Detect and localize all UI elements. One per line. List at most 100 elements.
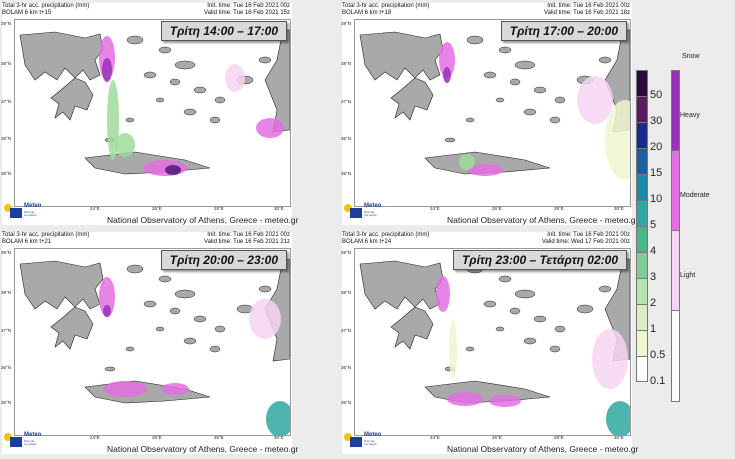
island — [465, 117, 475, 123]
panel-model: BOLAM 6 km t+15 — [2, 10, 52, 16]
island — [554, 325, 566, 333]
island — [209, 116, 221, 124]
island — [495, 326, 505, 332]
precip-area — [443, 67, 451, 83]
meteo-logo: Meteo Όλα για τον καιρό — [344, 431, 384, 451]
lat-label: 39°N — [341, 21, 352, 26]
logo-name: Meteo — [24, 432, 42, 438]
snow-label: Moderate — [680, 192, 710, 199]
island — [509, 78, 521, 86]
island — [174, 289, 196, 299]
island — [183, 337, 197, 345]
panel-header-left: Total 3-hr acc. precipitation (mm) BOLAM … — [342, 3, 429, 17]
init-time: Init. time: Tue 16 Feb 2021 00z — [547, 3, 630, 9]
forecast-panel: Total 3-hr acc. precipitation (mm) BOLAM … — [341, 232, 638, 454]
panel-header-right: Init. time: Tue 16 Feb 2021 00z Valid tim… — [542, 232, 630, 246]
lat-label: 38°N — [341, 290, 352, 295]
precip-area — [256, 118, 284, 138]
precip-area — [447, 392, 483, 406]
panel-model: BOLAM 6 km t+18 — [342, 10, 392, 16]
lat-label: 37°N — [341, 99, 352, 104]
colorbar-label: 15 — [650, 167, 663, 179]
island — [495, 97, 505, 103]
island — [483, 71, 497, 79]
island — [598, 285, 612, 293]
lat-label: 38°N — [1, 290, 12, 295]
sun-icon — [4, 433, 12, 441]
colorbar-segment — [636, 356, 648, 382]
time-window-label: Τρίτη 20:00 – 23:00 — [160, 250, 287, 270]
precip-area — [605, 100, 630, 180]
crete — [84, 380, 211, 404]
lon-label: 26°E — [152, 206, 162, 211]
precip-area — [115, 133, 135, 157]
island — [158, 275, 172, 283]
logo-mark — [350, 208, 362, 218]
valid-time: Valid time: Tue 16 Feb 2021 15z — [204, 10, 290, 16]
lat-label: 39°N — [341, 250, 352, 255]
island — [523, 337, 537, 345]
panel-footer: National Observatory of Athens, Greece -… — [447, 444, 639, 454]
lon-label: 24°E — [90, 435, 100, 440]
panel-header-right: Init. time: Tue 16 Feb 2021 00z Valid tim… — [204, 232, 290, 246]
snow-segment — [671, 310, 680, 402]
island — [169, 78, 181, 86]
precip-map: Τρίτη 23:00 – Τετάρτη 02:00 — [354, 248, 631, 436]
colorbar-label: 0.5 — [650, 349, 666, 361]
colorbar-label: 3 — [650, 271, 657, 283]
island — [598, 56, 612, 64]
island — [125, 117, 135, 123]
colorbar-segment — [636, 122, 648, 148]
panel-header-left: Total 3-hr acc. precipitation (mm) BOLAM … — [2, 3, 89, 17]
precip-map: Τρίτη 17:00 – 20:00 — [354, 19, 631, 207]
lon-label: 30°E — [614, 206, 624, 211]
lon-label: 26°E — [492, 206, 502, 211]
sun-icon — [344, 204, 352, 212]
island — [258, 285, 272, 293]
island — [498, 46, 512, 54]
island — [169, 307, 181, 315]
crete — [424, 380, 551, 404]
precip-area — [449, 319, 457, 379]
valid-time: Valid time: Tue 16 Feb 2021 18z — [544, 10, 630, 16]
island — [183, 108, 197, 116]
island — [155, 97, 165, 103]
colorbar-segment — [636, 330, 648, 356]
lon-label: 28°E — [554, 435, 564, 440]
precip-map: Τρίτη 14:00 – 17:00 — [14, 19, 291, 207]
island — [143, 71, 157, 79]
island — [514, 289, 536, 299]
logo-mark — [10, 208, 22, 218]
crete — [424, 151, 551, 175]
colorbar-segment — [636, 96, 648, 122]
island — [549, 116, 561, 124]
lat-label: 35°N — [341, 400, 352, 405]
mainland-greece — [19, 260, 104, 350]
lat-label: 36°N — [341, 136, 352, 141]
snow-segment — [671, 230, 680, 310]
sun-icon — [4, 204, 12, 212]
lon-label: 26°E — [152, 435, 162, 440]
lon-label: 30°E — [614, 435, 624, 440]
init-time: Init. time: Tue 16 Feb 2021 00z — [547, 232, 630, 238]
precip-area — [103, 381, 147, 397]
logo-name: Meteo — [24, 203, 42, 209]
time-window-label: Τρίτη 23:00 – Τετάρτη 02:00 — [452, 250, 627, 270]
colorbar-label: 0.1 — [650, 375, 666, 387]
colorbar-segment — [636, 278, 648, 304]
colorbar-label: 50 — [650, 89, 663, 101]
lon-label: 24°E — [90, 206, 100, 211]
island — [126, 35, 144, 45]
colorbar-segment — [636, 174, 648, 200]
island — [143, 300, 157, 308]
snow-label: Light — [680, 272, 696, 279]
precip-area — [249, 299, 281, 339]
mainland-greece — [19, 31, 104, 121]
lat-label: 39°N — [1, 21, 12, 26]
panel-header-left: Total 3-hr acc. precipitation (mm) BOLAM … — [342, 232, 429, 246]
logo-name: Meteo — [364, 203, 382, 209]
lat-label: 36°N — [1, 136, 12, 141]
colorbar-segment — [636, 252, 648, 278]
island — [444, 137, 456, 143]
lon-label: 28°E — [214, 435, 224, 440]
